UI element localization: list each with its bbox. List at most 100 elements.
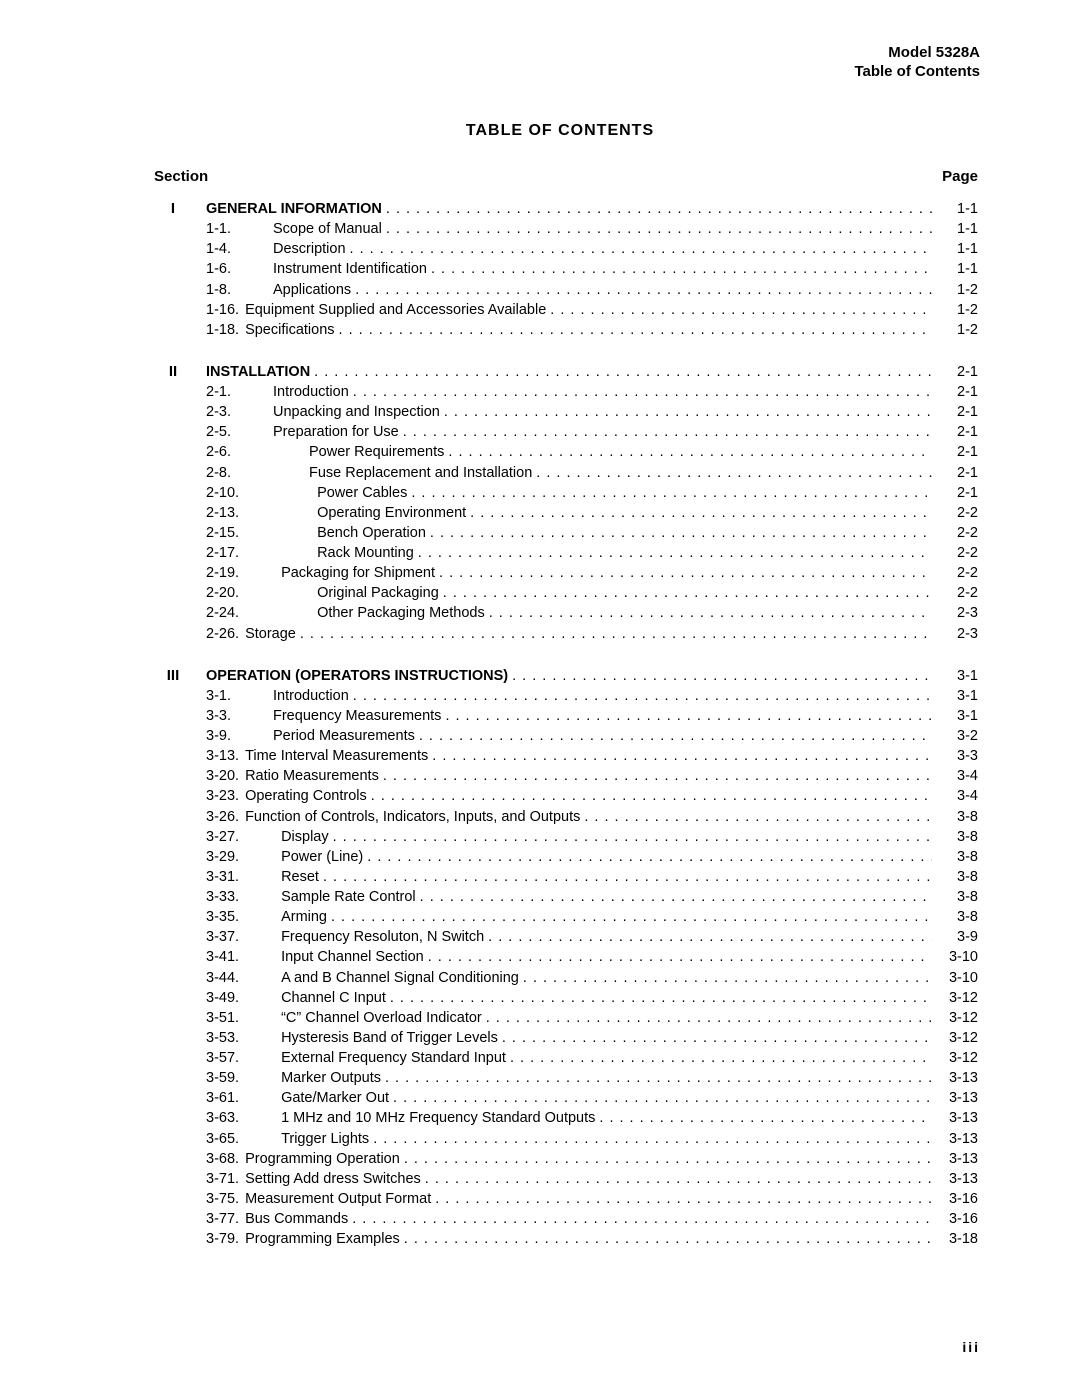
entry-number: 3-44. bbox=[206, 969, 245, 988]
dot-leader bbox=[399, 423, 932, 442]
toc-row: III3-33.Sample Rate Control3-8 bbox=[140, 887, 980, 907]
entry-page: 2-1 bbox=[932, 403, 980, 422]
entry-page: 3-8 bbox=[932, 888, 980, 907]
entry-label: Preparation for Use bbox=[237, 423, 399, 442]
entry-number: 3-61. bbox=[206, 1089, 245, 1108]
dot-leader bbox=[310, 363, 932, 382]
entry-label: INSTALLATION bbox=[206, 363, 310, 382]
entry-number: 1-4. bbox=[206, 240, 237, 259]
dot-leader bbox=[466, 504, 932, 523]
toc-row: III3-65.Trigger Lights3-13 bbox=[140, 1129, 980, 1149]
toc-row: III3-63.1 MHz and 10 MHz Frequency Stand… bbox=[140, 1108, 980, 1128]
toc-row: III3-71.Setting Add dress Switches3-13 bbox=[140, 1169, 980, 1189]
entry-page: 3-8 bbox=[932, 908, 980, 927]
toc-row: III3-35.Arming3-8 bbox=[140, 907, 980, 927]
entry-label: Packaging for Shipment bbox=[245, 564, 435, 583]
column-headers: Section Page bbox=[140, 168, 980, 185]
entry-page: 2-1 bbox=[932, 383, 980, 402]
entry-label: Programming Operation bbox=[245, 1150, 400, 1169]
entry-number: 1-8. bbox=[206, 281, 237, 300]
entry-page: 3-1 bbox=[932, 707, 980, 726]
entry-page: 3-16 bbox=[932, 1190, 980, 1209]
toc-row: III3-41.Input Channel Section3-10 bbox=[140, 947, 980, 967]
toc-row: II2-24.Other Packaging Methods2-3 bbox=[140, 603, 980, 623]
entry-label: Instrument Identification bbox=[237, 260, 427, 279]
toc-row: III3-23.Operating Controls3-4 bbox=[140, 786, 980, 806]
entry-label: Power Cables bbox=[245, 484, 407, 503]
entry-number: 3-63. bbox=[206, 1109, 245, 1128]
toc-row: III3-79.Programming Examples3-18 bbox=[140, 1229, 980, 1249]
dot-leader bbox=[329, 828, 932, 847]
toc-row: II2-17.Rack Mounting2-2 bbox=[140, 543, 980, 563]
entry-label: External Frequency Standard Input bbox=[245, 1049, 506, 1068]
toc-row: III3-27.Display3-8 bbox=[140, 827, 980, 847]
entry-label: GENERAL INFORMATION bbox=[206, 200, 382, 219]
entry-label: Scope of Manual bbox=[237, 220, 382, 239]
entry-label: Hysteresis Band of Trigger Levels bbox=[245, 1029, 498, 1048]
dot-leader bbox=[439, 584, 932, 603]
entry-label: Other Packaging Methods bbox=[245, 604, 485, 623]
toc-row: I1-8.Applications1-2 bbox=[140, 280, 980, 300]
entry-label: Marker Outputs bbox=[245, 1069, 381, 1088]
toc-row: II2-3.Unpacking and Inspection2-1 bbox=[140, 402, 980, 422]
entry-label: OPERATION (OPERATORS INSTRUCTIONS) bbox=[206, 667, 508, 686]
entry-page: 2-1 bbox=[932, 464, 980, 483]
toc-row: III3-13.Time Interval Measurements3-3 bbox=[140, 746, 980, 766]
entry-number: 2-15. bbox=[206, 524, 245, 543]
toc-row: III3-26.Function of Controls, Indicators… bbox=[140, 807, 980, 827]
entry-page: 3-13 bbox=[932, 1069, 980, 1088]
entry-page: 2-1 bbox=[932, 484, 980, 503]
entry-page: 2-1 bbox=[932, 363, 980, 382]
toc-row: III3-61.Gate/Marker Out3-13 bbox=[140, 1088, 980, 1108]
entry-page: 3-9 bbox=[932, 928, 980, 947]
entry-label: Input Channel Section bbox=[245, 948, 424, 967]
entry-page: 3-10 bbox=[932, 969, 980, 988]
dot-leader bbox=[319, 868, 932, 887]
dot-leader bbox=[414, 544, 932, 563]
entry-number: 3-49. bbox=[206, 989, 245, 1008]
entry-label: Introduction bbox=[237, 383, 349, 402]
dot-leader bbox=[431, 1190, 932, 1209]
toc-row: III3-9.Period Measurements3-2 bbox=[140, 726, 980, 746]
entry-number: 3-79. bbox=[206, 1230, 245, 1249]
entry-number: 3-26. bbox=[206, 808, 245, 827]
toc-row: IGENERAL INFORMATION1-1 bbox=[140, 199, 980, 219]
dot-leader bbox=[348, 1210, 932, 1229]
entry-number: 3-33. bbox=[206, 888, 245, 907]
toc-row: IIINSTALLATION2-1 bbox=[140, 362, 980, 382]
dot-leader bbox=[351, 281, 932, 300]
dot-leader bbox=[379, 767, 932, 786]
entry-page: 3-13 bbox=[932, 1150, 980, 1169]
dot-leader bbox=[485, 604, 932, 623]
toc-row: III3-29.Power (Line)3-8 bbox=[140, 847, 980, 867]
entry-label: “C” Channel Overload Indicator bbox=[245, 1009, 482, 1028]
dot-leader bbox=[428, 747, 932, 766]
dot-leader bbox=[382, 200, 932, 219]
dot-leader bbox=[506, 1049, 932, 1068]
toc-row: II2-15.Bench Operation2-2 bbox=[140, 523, 980, 543]
entry-label: Applications bbox=[237, 281, 351, 300]
column-header-section: Section bbox=[154, 168, 208, 185]
entry-page: 3-4 bbox=[932, 787, 980, 806]
dot-leader bbox=[416, 888, 932, 907]
entry-number: 3-35. bbox=[206, 908, 245, 927]
toc-row: III3-75.Measurement Output Format3-16 bbox=[140, 1189, 980, 1209]
toc-row: III3-44.A and B Channel Signal Condition… bbox=[140, 968, 980, 988]
entry-label: Channel C Input bbox=[245, 989, 386, 1008]
entry-label: Description bbox=[237, 240, 346, 259]
toc-row: III3-20.Ratio Measurements3-4 bbox=[140, 766, 980, 786]
entry-label: Frequency Measurements bbox=[237, 707, 441, 726]
dot-leader bbox=[484, 928, 932, 947]
dot-leader bbox=[426, 524, 932, 543]
entry-number: 3-41. bbox=[206, 948, 245, 967]
entry-page: 3-13 bbox=[932, 1089, 980, 1108]
entry-label: Unpacking and Inspection bbox=[237, 403, 440, 422]
entry-label: Arming bbox=[245, 908, 327, 927]
dot-leader bbox=[382, 220, 932, 239]
entry-number: 2-17. bbox=[206, 544, 245, 563]
entry-number: 3-59. bbox=[206, 1069, 245, 1088]
entry-page: 2-2 bbox=[932, 524, 980, 543]
entry-number: 2-3. bbox=[206, 403, 237, 422]
dot-leader bbox=[424, 948, 932, 967]
toc-row: III3-1.Introduction3-1 bbox=[140, 686, 980, 706]
